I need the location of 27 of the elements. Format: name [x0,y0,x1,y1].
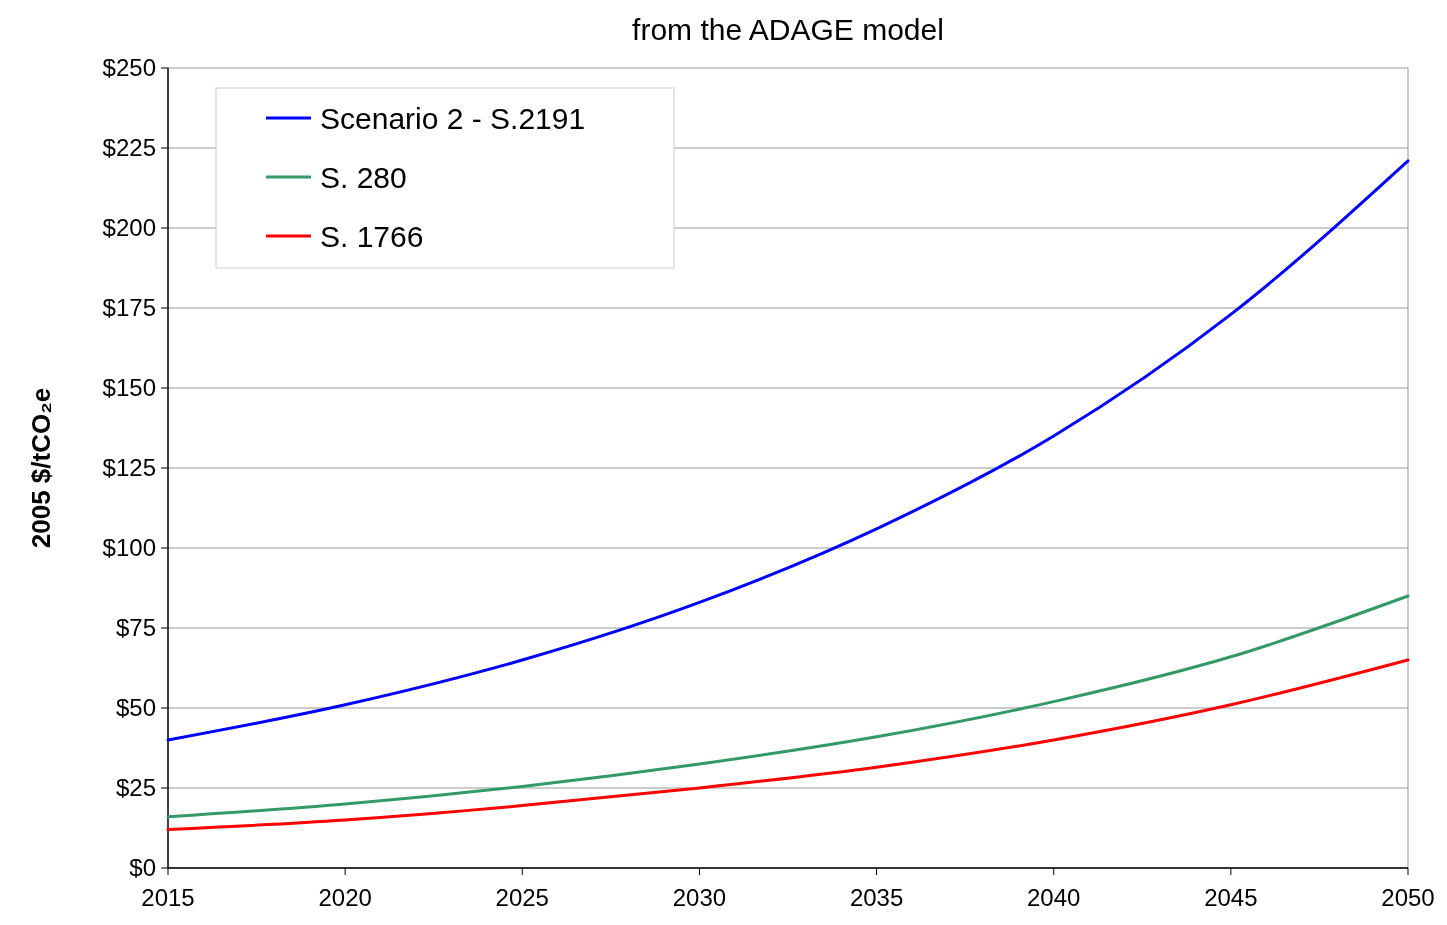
y-tick-label: $125 [102,454,156,482]
x-tick-label: 2020 [318,884,372,911]
y-tick-label: $200 [102,214,156,242]
x-tick-label: 2015 [141,884,195,911]
legend-label: S. 1766 [320,219,424,253]
y-tick-label: $250 [102,54,156,82]
y-axis-title: 2005 $/tCO₂e [26,387,56,549]
y-tick-label: $100 [102,534,156,562]
x-tick-label: 2045 [1204,884,1258,911]
x-tick-label: 2040 [1027,884,1081,911]
y-tick-label: $75 [115,614,156,642]
chart-title: from the ADAGE model [632,13,944,46]
y-tick-label: $25 [115,774,156,802]
y-tick-label: $0 [129,854,156,882]
y-tick-label: $150 [102,374,156,402]
x-tick-label: 2050 [1381,884,1435,911]
line-series [166,658,1410,832]
line-series [166,594,1410,819]
legend-label: S. 280 [320,160,407,194]
y-tick-label: $225 [102,134,156,162]
y-tick-label: $175 [102,294,156,322]
x-tick-label: 2035 [849,884,904,911]
legend-label: Scenario 2 - S.2191 [320,101,586,135]
x-tick-label: 2025 [495,884,549,911]
line-series [166,159,1410,742]
y-tick-label: $50 [115,694,156,722]
x-tick-label: 2030 [672,884,727,911]
